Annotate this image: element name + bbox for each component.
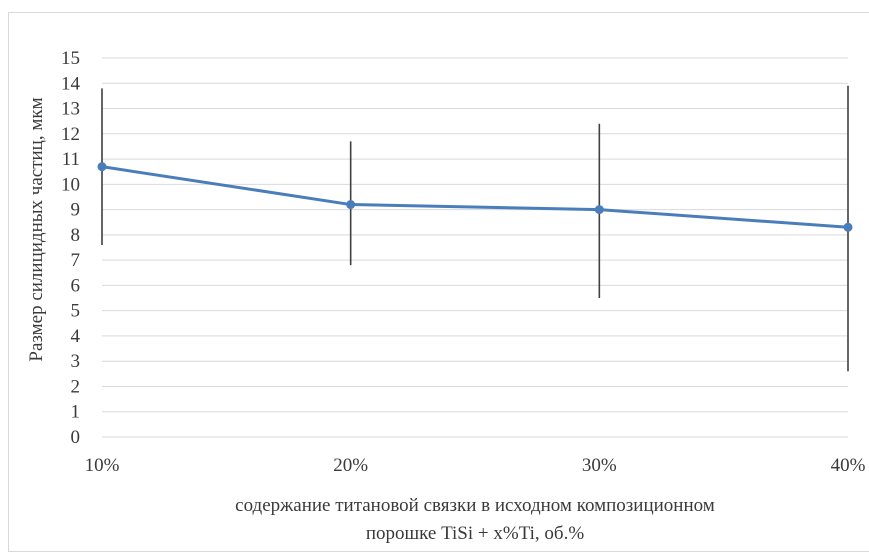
x-tick-labels: 10% 20% 30% 40% [85, 455, 866, 476]
y-tick-label: 1 [71, 402, 81, 423]
data-point [843, 222, 853, 232]
y-tick-label: 15 [61, 48, 80, 69]
x-axis-label-line-2: порошке TiSi + x%Ti, об.% [366, 523, 584, 544]
y-tick-label: 0 [71, 427, 81, 448]
error-bars [101, 85, 849, 372]
y-tick-label: 13 [61, 99, 80, 120]
x-tick-label: 10% [85, 455, 120, 476]
y-tick-label: 5 [71, 301, 81, 322]
x-tick-label: 30% [582, 455, 617, 476]
grid [102, 57, 848, 438]
chart-frame [8, 12, 869, 552]
y-tick-label: 3 [71, 351, 81, 372]
y-tick-label: 10 [61, 174, 80, 195]
x-tick-label: 20% [333, 455, 368, 476]
y-tick-label: 12 [61, 124, 80, 145]
series-group [97, 162, 853, 232]
y-tick-label: 6 [71, 275, 81, 296]
data-point [346, 200, 356, 210]
y-tick-label: 8 [71, 225, 81, 246]
y-tick-label: 14 [61, 73, 81, 94]
y-axis-label: Размер силицидных частиц, мкм [26, 97, 47, 361]
data-point [594, 205, 604, 215]
x-tick-label: 40% [831, 455, 866, 476]
series-line [101, 165, 849, 229]
y-tick-label: 11 [62, 149, 80, 170]
y-tick-label: 7 [71, 250, 81, 271]
x-axis-label-line-1: содержание титановой связки в исходном к… [235, 495, 715, 516]
y-tick-label: 4 [71, 326, 81, 347]
y-tick-label: 2 [71, 376, 81, 397]
data-point [97, 162, 107, 172]
y-tick-label: 9 [71, 200, 81, 221]
